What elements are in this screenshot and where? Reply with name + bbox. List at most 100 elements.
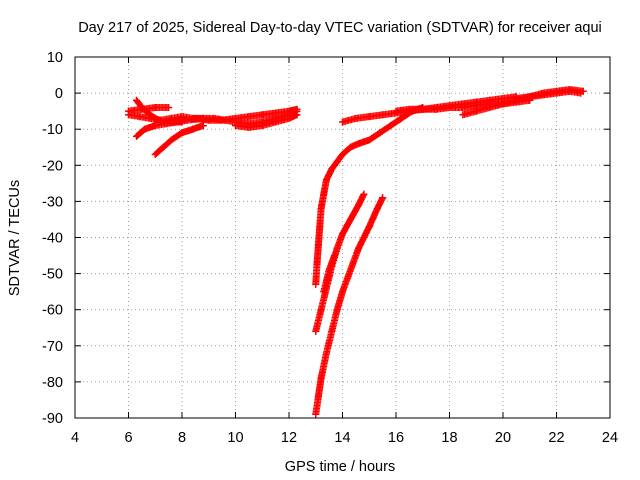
data-point (159, 118, 167, 126)
data-point (328, 327, 336, 335)
data-point (360, 190, 368, 198)
data-point (365, 113, 373, 121)
data-point (553, 89, 560, 97)
data-point (577, 89, 585, 97)
data-marks (125, 85, 587, 418)
data-point (330, 252, 338, 260)
data-point (526, 93, 534, 101)
x-tick-label: 18 (441, 430, 457, 446)
data-point (322, 176, 330, 184)
data-point (355, 140, 363, 148)
data-point (167, 118, 175, 126)
data-point (314, 241, 322, 249)
data-point (333, 158, 341, 166)
data-point (165, 104, 173, 112)
x-tick-label: 8 (178, 430, 186, 446)
x-tick-label: 10 (227, 430, 243, 446)
series-arc-e (151, 122, 207, 158)
data-point (355, 244, 363, 252)
x-tick-label: 14 (334, 430, 350, 446)
data-point (317, 205, 325, 213)
data-point (293, 111, 301, 119)
data-point (486, 104, 494, 112)
data-point (432, 104, 440, 112)
data-point (376, 129, 384, 137)
y-axis-ticks: 10 0 -10 -20 -30 -40 -50 -60 -70 -80 -90 (42, 50, 610, 427)
data-point (258, 111, 266, 119)
data-point (258, 122, 266, 130)
y-tick-label: -40 (42, 231, 63, 247)
data-point (320, 190, 328, 198)
x-tick-label: 16 (388, 430, 404, 446)
data-point (218, 116, 226, 124)
y-tick-label: -20 (42, 158, 63, 174)
data-point (322, 277, 330, 285)
data-point (272, 118, 280, 126)
data-point (365, 223, 373, 231)
data-point (141, 125, 149, 133)
data-point (365, 136, 373, 144)
data-point (512, 95, 520, 103)
data-point (232, 122, 239, 130)
x-tick-label: 22 (548, 430, 564, 446)
data-point (151, 114, 159, 122)
data-point (325, 266, 333, 274)
data-point (446, 102, 453, 110)
series-arc-h (312, 104, 427, 288)
data-point (347, 266, 355, 274)
data-point (151, 104, 159, 112)
data-point (472, 107, 480, 115)
data-point (205, 116, 213, 124)
data-point (146, 111, 154, 119)
data-point (328, 165, 336, 173)
data-point (245, 113, 253, 121)
data-point (405, 105, 413, 113)
data-point (312, 327, 320, 335)
data-point (125, 107, 132, 115)
x-tick-label: 12 (281, 430, 297, 446)
data-point (373, 205, 381, 213)
series-arc-p (512, 87, 585, 103)
y-tick-label: 0 (55, 86, 63, 102)
data-point (285, 107, 293, 115)
data-point (352, 114, 360, 122)
series-arc-j (320, 252, 338, 296)
data-point (320, 288, 328, 296)
data-point (379, 111, 387, 119)
data-point (189, 125, 197, 133)
data-point (151, 150, 159, 158)
y-axis-label: SDTVAR / TECUs (7, 180, 23, 296)
data-point (347, 215, 355, 223)
data-point (355, 201, 363, 209)
series-arc-d (125, 104, 173, 115)
data-point (199, 122, 207, 130)
data-point (333, 244, 341, 252)
data-point (566, 87, 574, 95)
data-point (387, 122, 395, 130)
data-point (459, 100, 467, 108)
data-point (272, 109, 280, 117)
data-point (339, 150, 346, 158)
data-point (285, 114, 293, 122)
data-point (133, 96, 141, 104)
data-point (232, 114, 239, 122)
y-tick-label: -70 (42, 339, 63, 355)
data-point (339, 288, 346, 296)
data-point (312, 280, 320, 288)
data-point (459, 111, 467, 119)
data-point (419, 105, 427, 113)
chart-title: Day 217 of 2025, Sidereal Day-to-day VTE… (78, 20, 602, 36)
x-axis-ticks: 4 6 8 10 12 14 16 18 20 22 24 (71, 57, 618, 446)
data-point (316, 223, 324, 231)
data-point (151, 122, 159, 130)
series-arc-g (232, 111, 301, 131)
x-tick-label: 4 (71, 430, 79, 446)
y-tick-label: -90 (42, 411, 63, 427)
data-point (472, 98, 480, 106)
data-point (167, 136, 175, 144)
x-tick-label: 24 (602, 430, 618, 446)
y-tick-label: -50 (42, 267, 63, 283)
y-tick-label: -10 (42, 122, 63, 138)
data-point (138, 105, 146, 113)
